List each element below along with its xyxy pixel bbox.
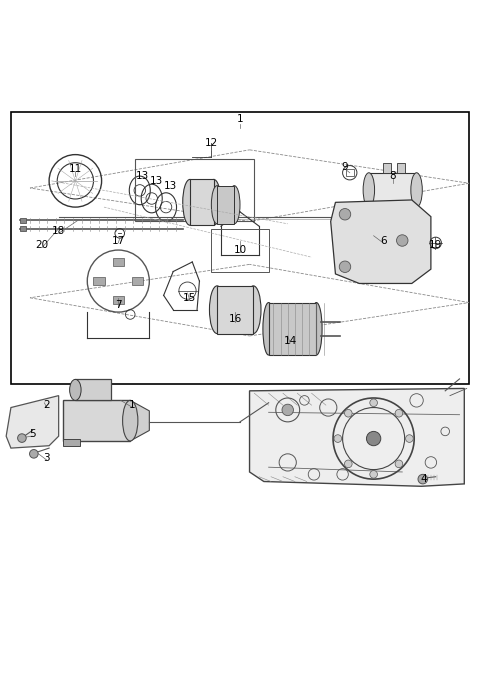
Text: 1: 1 (237, 114, 243, 124)
Text: 19: 19 (429, 240, 442, 250)
Circle shape (370, 471, 377, 478)
Text: 9: 9 (342, 162, 348, 171)
Bar (63, 400, 130, 441)
Text: 4: 4 (420, 474, 427, 484)
Ellipse shape (311, 303, 322, 355)
Text: 13: 13 (135, 171, 149, 181)
Ellipse shape (206, 180, 221, 225)
Circle shape (395, 460, 403, 468)
Polygon shape (6, 396, 59, 448)
Text: 3: 3 (43, 453, 50, 463)
Circle shape (396, 235, 408, 246)
Circle shape (418, 474, 428, 484)
Bar (113, 258, 124, 266)
Circle shape (406, 435, 413, 442)
Ellipse shape (411, 173, 422, 207)
Bar (211, 229, 269, 272)
Bar (135, 160, 254, 221)
Bar (383, 163, 391, 173)
Circle shape (339, 261, 351, 272)
Text: 1: 1 (129, 400, 136, 410)
Ellipse shape (122, 400, 138, 441)
Circle shape (345, 460, 352, 468)
Text: 15: 15 (183, 293, 196, 303)
Text: 17: 17 (112, 236, 125, 245)
Bar (217, 186, 234, 224)
Circle shape (30, 450, 38, 458)
Bar (397, 163, 405, 173)
Bar (21, 218, 26, 223)
Text: 13: 13 (164, 180, 178, 191)
Bar (190, 180, 214, 225)
Ellipse shape (209, 286, 225, 334)
Text: 11: 11 (69, 164, 82, 174)
Circle shape (18, 434, 26, 442)
Bar (269, 303, 316, 355)
Polygon shape (130, 400, 149, 441)
Text: 5: 5 (29, 429, 36, 439)
Bar (369, 173, 417, 207)
Ellipse shape (263, 303, 275, 355)
Text: 18: 18 (52, 226, 65, 236)
Text: 12: 12 (205, 138, 218, 148)
Polygon shape (331, 200, 431, 283)
Text: 2: 2 (43, 400, 50, 410)
Bar (63, 439, 80, 446)
Bar (132, 277, 143, 285)
Polygon shape (250, 388, 464, 486)
Bar (94, 277, 105, 285)
Ellipse shape (70, 379, 81, 400)
Text: 8: 8 (389, 171, 396, 181)
Circle shape (366, 431, 381, 446)
Circle shape (345, 410, 352, 417)
Bar (346, 169, 354, 176)
Text: 13: 13 (150, 176, 163, 186)
Text: 14: 14 (284, 336, 297, 346)
Circle shape (370, 399, 377, 406)
Circle shape (395, 410, 403, 417)
Circle shape (334, 435, 342, 442)
Text: 7: 7 (115, 300, 121, 310)
Bar (11, 112, 469, 384)
Ellipse shape (228, 186, 240, 224)
Text: 10: 10 (233, 245, 247, 255)
Circle shape (339, 209, 351, 220)
Ellipse shape (183, 180, 197, 225)
Ellipse shape (246, 286, 261, 334)
Ellipse shape (363, 173, 374, 207)
Text: 16: 16 (228, 314, 242, 324)
Bar (21, 226, 26, 231)
Circle shape (282, 404, 293, 416)
Text: 6: 6 (380, 236, 386, 245)
Bar (113, 296, 124, 304)
Text: 20: 20 (36, 240, 48, 250)
Bar (217, 286, 253, 334)
Ellipse shape (211, 186, 223, 224)
Bar (75, 379, 111, 400)
